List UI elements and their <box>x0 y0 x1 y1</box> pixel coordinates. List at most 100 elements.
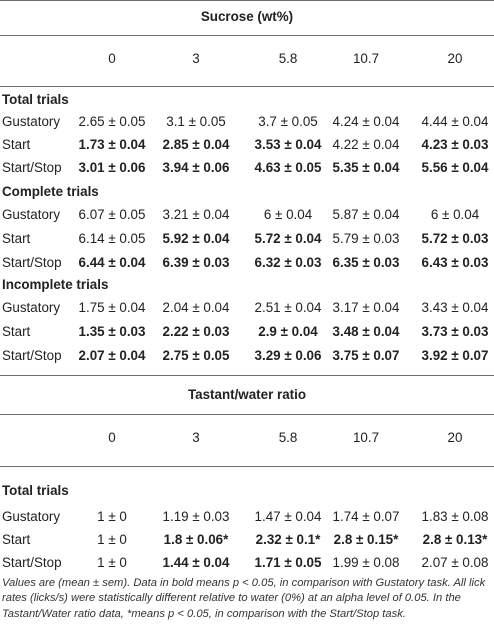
section-title: Incomplete trials <box>2 277 109 292</box>
table1-header: Sucrose (wt%) <box>200 9 294 24</box>
table-footnote: Values are (mean ± sem). Data in bold me… <box>2 577 486 620</box>
row-label: Start <box>2 231 31 246</box>
table-cell: 3.01 ± 0.06 <box>78 160 146 175</box>
column-header: 10.7 <box>352 51 380 66</box>
table-cell: 6.44 ± 0.04 <box>78 255 146 270</box>
section-title: Total trials <box>2 92 69 107</box>
table-cell: 5.72 ± 0.03 <box>421 231 489 246</box>
table-cell: 3.75 ± 0.07 <box>332 348 400 363</box>
table-cell: 4.23 ± 0.03 <box>421 137 489 152</box>
table-cell: 2.75 ± 0.05 <box>162 348 230 363</box>
row-label: Start <box>2 532 31 547</box>
table-cell: 4.22 ± 0.04 <box>332 137 400 152</box>
table-cell: 1 ± 0 <box>97 555 127 570</box>
table-row: Gustatory 6.07 ± 0.05 3.21 ± 0.04 6 ± 0.… <box>0 203 494 227</box>
column-header: 0 <box>108 51 116 66</box>
table-row: Gustatory 2.65 ± 0.05 3.1 ± 0.05 3.7 ± 0… <box>0 110 494 134</box>
table-cell: 1.71 ± 0.05 <box>254 555 322 570</box>
table-cell: 4.44 ± 0.04 <box>421 114 489 129</box>
table-cell: 6.43 ± 0.03 <box>421 255 489 270</box>
column-header: 5.8 <box>278 430 298 445</box>
table-cell: 3.7 ± 0.05 <box>258 114 318 129</box>
table-cell: 2.32 ± 0.1* <box>255 532 321 547</box>
table-cell: 1.83 ± 0.08 <box>421 509 489 524</box>
table2-header: Tastant/water ratio <box>187 387 307 402</box>
table-cell: 5.35 ± 0.04 <box>332 160 400 175</box>
table-row: Start 1.73 ± 0.04 2.85 ± 0.04 3.53 ± 0.0… <box>0 133 494 157</box>
table1-column-header-row: 0 3 5.8 10.7 20 <box>0 47 494 71</box>
table-cell: 5.72 ± 0.04 <box>254 231 322 246</box>
table-cell: 2.85 ± 0.04 <box>162 137 230 152</box>
column-header: 5.8 <box>278 51 298 66</box>
table-row: Start 1 ± 0 1.8 ± 0.06* 2.32 ± 0.1* 2.8 … <box>0 528 494 552</box>
header-rule <box>0 414 494 415</box>
section-title: Total trials <box>2 483 69 498</box>
table-cell: 1 ± 0 <box>97 509 127 524</box>
row-label: Start/Stop <box>2 255 62 270</box>
row-label: Start/Stop <box>2 160 62 175</box>
header-rule <box>0 35 494 36</box>
row-label: Start/Stop <box>2 348 62 363</box>
row-label: Start <box>2 137 31 152</box>
table-cell: 5.92 ± 0.04 <box>162 231 230 246</box>
table-cell: 3.29 ± 0.06 <box>254 348 322 363</box>
table-cell: 3.48 ± 0.04 <box>332 324 400 339</box>
table-cell: 2.04 ± 0.04 <box>162 300 230 315</box>
table-cell: 4.24 ± 0.04 <box>332 114 400 129</box>
top-rule <box>0 0 494 1</box>
table-cell: 1.73 ± 0.04 <box>78 137 146 152</box>
row-label: Start <box>2 324 31 339</box>
table-cell: 2.9 ± 0.04 <box>258 324 318 339</box>
table-cell: 2.8 ± 0.15* <box>333 532 399 547</box>
column-header: 10.7 <box>352 430 380 445</box>
table-cell: 3.43 ± 0.04 <box>421 300 489 315</box>
table-cell: 3.94 ± 0.06 <box>162 160 230 175</box>
table-cell: 1.8 ± 0.06* <box>163 532 229 547</box>
table-cell: 2.07 ± 0.04 <box>78 348 146 363</box>
table-cell: 3.1 ± 0.05 <box>166 114 226 129</box>
table-cell: 3.17 ± 0.04 <box>332 300 400 315</box>
table-cell: 2.07 ± 0.08 <box>421 555 489 570</box>
table-cell: 6.32 ± 0.03 <box>254 255 322 270</box>
row-label: Start/Stop <box>2 555 62 570</box>
table-row: Start 1.35 ± 0.03 2.22 ± 0.03 2.9 ± 0.04… <box>0 320 494 344</box>
column-header: 20 <box>447 51 463 66</box>
table-cell: 1 ± 0 <box>97 532 127 547</box>
table-cell: 1.19 ± 0.03 <box>162 509 230 524</box>
table-cell: 2.8 ± 0.13* <box>422 532 488 547</box>
row-label: Gustatory <box>2 114 61 129</box>
table-cell: 2.65 ± 0.05 <box>78 114 146 129</box>
table-cell: 6.35 ± 0.03 <box>332 255 400 270</box>
table-cell: 5.79 ± 0.03 <box>332 231 400 246</box>
table-cell: 1.47 ± 0.04 <box>254 509 322 524</box>
table-row: Start 6.14 ± 0.05 5.92 ± 0.04 5.72 ± 0.0… <box>0 227 494 251</box>
row-label: Gustatory <box>2 300 61 315</box>
column-header: 3 <box>192 51 200 66</box>
table-cell: 3.53 ± 0.04 <box>254 137 322 152</box>
table-row: Start/Stop 2.07 ± 0.04 2.75 ± 0.05 3.29 … <box>0 344 494 368</box>
table-cell: 4.63 ± 0.05 <box>254 160 322 175</box>
table-cell: 6.39 ± 0.03 <box>162 255 230 270</box>
table-cell: 6.14 ± 0.05 <box>78 231 146 246</box>
table-cell: 1.75 ± 0.04 <box>78 300 146 315</box>
table-cell: 2.22 ± 0.03 <box>162 324 230 339</box>
column-header-rule <box>0 86 494 87</box>
row-label: Gustatory <box>2 207 61 222</box>
table-cell: 3.73 ± 0.03 <box>421 324 489 339</box>
table-row: Start/Stop 6.44 ± 0.04 6.39 ± 0.03 6.32 … <box>0 251 494 275</box>
table-cell: 1.99 ± 0.08 <box>332 555 400 570</box>
table-cell: 5.56 ± 0.04 <box>421 160 489 175</box>
table-cell: 3.21 ± 0.04 <box>162 207 230 222</box>
table-row: Start/Stop 3.01 ± 0.06 3.94 ± 0.06 4.63 … <box>0 156 494 180</box>
column-header-rule <box>0 466 494 467</box>
table-cell: 1.74 ± 0.07 <box>332 509 400 524</box>
column-header: 20 <box>447 430 463 445</box>
table-cell: 1.35 ± 0.03 <box>78 324 146 339</box>
table-cell: 5.87 ± 0.04 <box>332 207 400 222</box>
section-rule <box>0 375 494 376</box>
table-cell: 2.51 ± 0.04 <box>254 300 322 315</box>
section-title: Complete trials <box>2 184 99 199</box>
table-row: Gustatory 1.75 ± 0.04 2.04 ± 0.04 2.51 ±… <box>0 296 494 320</box>
row-label: Gustatory <box>2 509 61 524</box>
table-cell: 6 ± 0.04 <box>263 207 313 222</box>
